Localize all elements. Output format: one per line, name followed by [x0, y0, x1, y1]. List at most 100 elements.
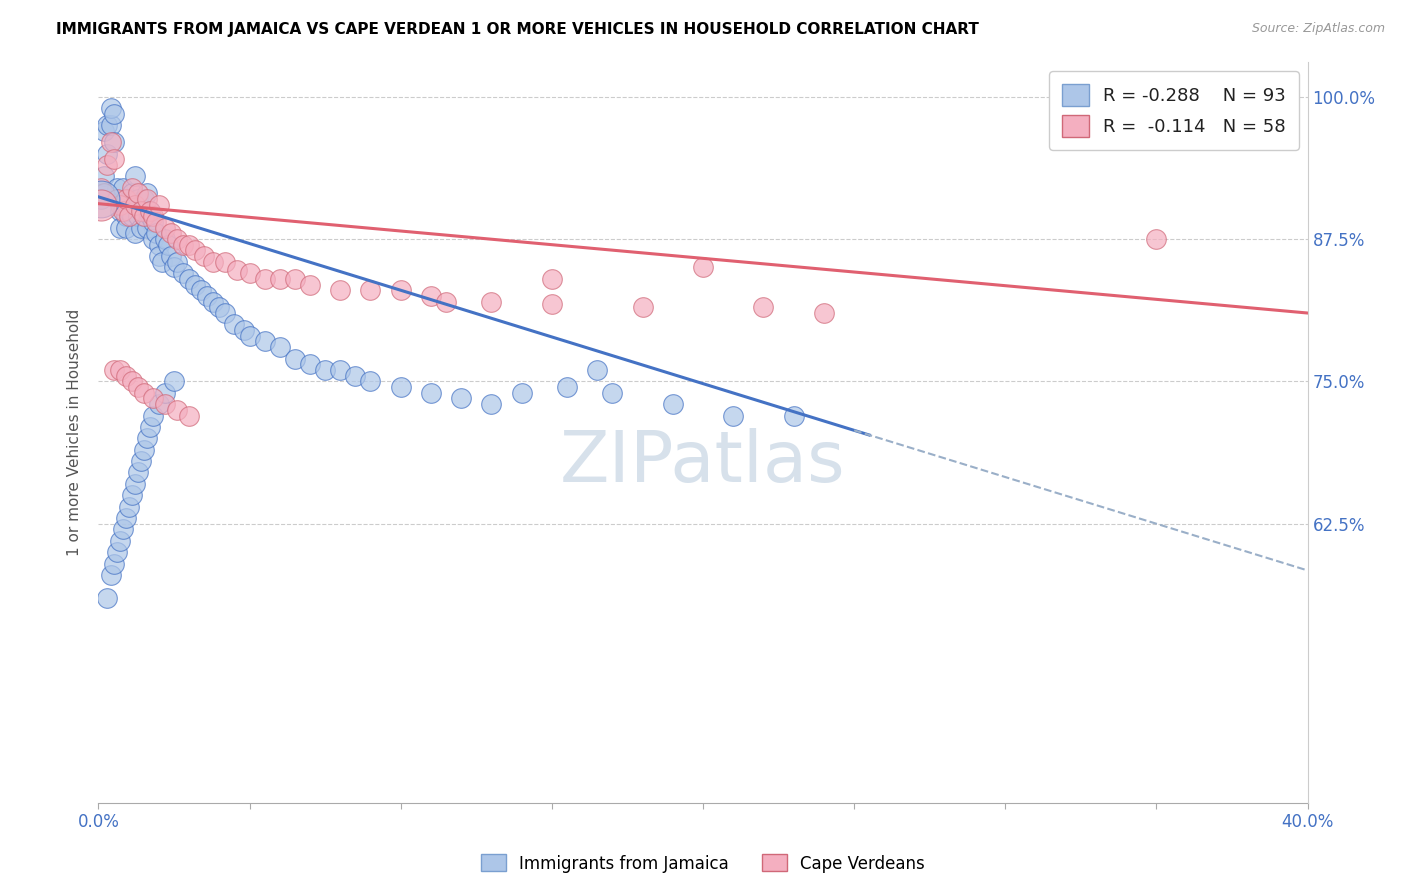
Point: [163, 375, 186, 389]
Point: [148, 198, 170, 212]
Point: [118, 209, 141, 223]
Point: [145, 227, 167, 241]
Point: [129, 454, 152, 468]
Point: [121, 488, 143, 502]
Point: [108, 533, 131, 548]
Point: [163, 260, 186, 275]
Point: [132, 209, 155, 223]
Point: [132, 209, 155, 223]
Point: [813, 306, 835, 320]
Point: [135, 192, 157, 206]
Point: [121, 209, 143, 223]
Point: [108, 198, 131, 212]
Text: IMMIGRANTS FROM JAMAICA VS CAPE VERDEAN 1 OR MORE VEHICLES IN HOUSEHOLD CORRELAT: IMMIGRANTS FROM JAMAICA VS CAPE VERDEAN …: [56, 22, 979, 37]
Point: [127, 466, 149, 480]
Point: [389, 283, 412, 297]
Point: [153, 232, 176, 246]
Point: [540, 297, 562, 311]
Point: [752, 301, 775, 315]
Point: [100, 101, 122, 115]
Point: [142, 409, 165, 423]
Point: [150, 254, 173, 268]
Point: [132, 385, 155, 400]
Point: [93, 169, 115, 184]
Point: [127, 186, 149, 201]
Point: [105, 192, 128, 206]
Point: [586, 363, 609, 377]
Point: [96, 118, 118, 132]
Point: [602, 385, 624, 400]
Point: [135, 220, 157, 235]
Point: [184, 277, 207, 292]
Point: [783, 409, 806, 423]
Point: [166, 402, 188, 417]
Point: [96, 158, 118, 172]
Point: [132, 192, 155, 206]
Point: [139, 203, 162, 218]
Point: [481, 397, 503, 411]
Point: [202, 294, 225, 309]
Point: [90, 198, 112, 212]
Point: [105, 545, 128, 559]
Point: [450, 392, 472, 406]
Point: [360, 375, 382, 389]
Point: [208, 301, 231, 315]
Point: [344, 368, 367, 383]
Point: [232, 323, 254, 337]
Point: [299, 277, 322, 292]
Point: [153, 220, 176, 235]
Point: [195, 289, 218, 303]
Point: [172, 266, 194, 280]
Point: [139, 209, 162, 223]
Point: [103, 135, 125, 149]
Point: [284, 272, 307, 286]
Text: ZIPatlas: ZIPatlas: [560, 428, 846, 497]
Point: [555, 380, 578, 394]
Point: [118, 203, 141, 218]
Point: [160, 227, 183, 241]
Point: [214, 254, 236, 268]
Point: [124, 476, 146, 491]
Point: [148, 237, 170, 252]
Point: [129, 203, 152, 218]
Point: [226, 262, 249, 277]
Point: [329, 363, 352, 377]
Point: [105, 180, 128, 194]
Point: [434, 294, 457, 309]
Point: [100, 568, 122, 582]
Point: [145, 215, 167, 229]
Point: [190, 283, 212, 297]
Point: [329, 283, 352, 297]
Point: [135, 186, 157, 201]
Point: [114, 192, 136, 206]
Point: [179, 237, 201, 252]
Point: [420, 289, 443, 303]
Point: [111, 523, 134, 537]
Point: [127, 380, 149, 394]
Point: [129, 203, 152, 218]
Point: [540, 272, 562, 286]
Point: [193, 249, 215, 263]
Point: [142, 392, 165, 406]
Point: [692, 260, 714, 275]
Point: [360, 283, 382, 297]
Point: [129, 220, 152, 235]
Point: [148, 397, 170, 411]
Point: [90, 192, 112, 206]
Point: [93, 124, 115, 138]
Y-axis label: 1 or more Vehicles in Household: 1 or more Vehicles in Household: [67, 309, 83, 557]
Point: [124, 227, 146, 241]
Legend: R = -0.288    N = 93, R =  -0.114   N = 58: R = -0.288 N = 93, R = -0.114 N = 58: [1049, 71, 1299, 150]
Point: [166, 254, 188, 268]
Point: [124, 169, 146, 184]
Point: [160, 249, 183, 263]
Point: [124, 198, 146, 212]
Point: [723, 409, 745, 423]
Point: [114, 209, 136, 223]
Point: [103, 153, 125, 167]
Point: [661, 397, 683, 411]
Point: [253, 272, 276, 286]
Point: [108, 363, 131, 377]
Point: [166, 232, 188, 246]
Point: [118, 500, 141, 514]
